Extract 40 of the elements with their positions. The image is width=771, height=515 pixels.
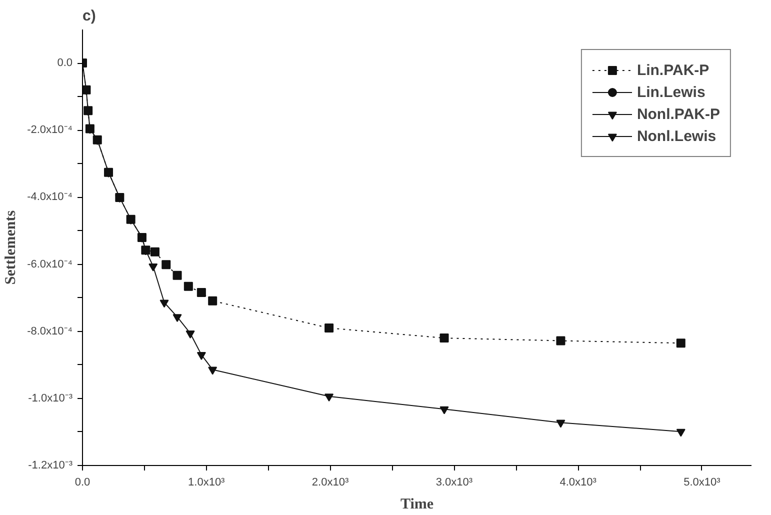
x-tick-label: 5.0x10³ <box>684 476 721 488</box>
point <box>440 406 449 414</box>
legend-label: Nonl.Lewis <box>636 128 716 144</box>
point <box>324 394 334 402</box>
point <box>160 300 169 308</box>
point <box>186 330 195 338</box>
point <box>148 263 158 272</box>
x-tick-label: 2.0x10³ <box>312 476 349 488</box>
x-tick-label: 4.0x10³ <box>560 476 597 488</box>
point <box>172 270 182 280</box>
y-tick-label: -8.0x10⁻⁴ <box>27 325 73 338</box>
legend-label: Lin.Lewis <box>636 84 706 100</box>
x-tick-label: 1.0x10³ <box>188 476 226 488</box>
x-axis-title: Time <box>400 496 434 512</box>
y-tick-label: -4.0x10⁻⁴ <box>27 191 73 204</box>
point <box>556 420 566 428</box>
point <box>324 323 334 332</box>
point <box>172 314 182 322</box>
y-tick-label: -1.2x10⁻³ <box>28 460 73 472</box>
text: c) <box>82 8 96 24</box>
point <box>196 352 206 360</box>
point <box>208 366 218 375</box>
y-axis-title: Settlements <box>3 210 20 285</box>
y-tick-label: -1.0x10⁻³ <box>28 392 73 404</box>
y-tick-label: -2.0x10⁻⁴ <box>27 124 73 136</box>
point <box>440 334 449 343</box>
point <box>676 338 686 348</box>
point <box>196 288 206 297</box>
point <box>184 282 193 291</box>
legend-label: Lin.PAK-P <box>636 62 710 78</box>
y-tick-label: 0.0 <box>57 57 73 70</box>
point <box>556 336 566 346</box>
x-tick-label: 0.0 <box>74 476 90 488</box>
x-tick-label: 3.0x10³ <box>436 476 473 488</box>
point <box>150 247 160 256</box>
legend-label: Nonl.PAK-P <box>636 106 720 122</box>
y-tick-label: -6.0x10⁻⁴ <box>27 258 73 270</box>
point <box>676 428 686 437</box>
point <box>162 260 171 270</box>
point <box>208 296 218 306</box>
